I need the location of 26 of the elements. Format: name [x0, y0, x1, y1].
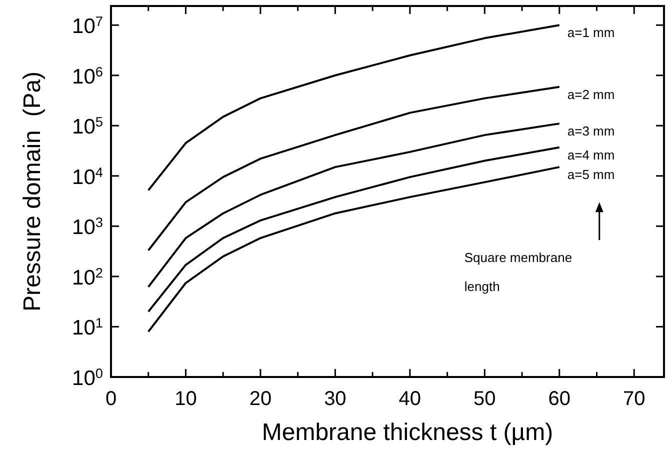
x-tick-label: 0	[105, 388, 117, 410]
x-axis-title: Membrane thickness t (µm)	[262, 419, 554, 446]
line-series	[147, 86, 560, 252]
y-tick-label: 10$^{6}$	[72, 64, 103, 88]
x-tick-label: 70	[622, 388, 646, 410]
y-tick-label: 10$^{7}$	[72, 14, 103, 38]
y-tick-label: 10$^{3}$	[72, 214, 103, 240]
y-tick-label: 10$^{1}$	[72, 315, 103, 340]
y-tick-label: 10$^{4}$	[72, 164, 104, 189]
annotation: Square membrane length	[464, 250, 572, 294]
series-label: a=4 mm	[567, 147, 615, 162]
x-tick-label: 20	[249, 388, 272, 410]
x-tick-label: 40	[398, 388, 422, 410]
y-tick-label: 10$^{2}$	[72, 264, 103, 290]
x-tick-label: 30	[324, 388, 346, 410]
line-series	[147, 24, 560, 192]
series-label: a=2 mm	[567, 86, 615, 102]
x-tick-label: 10	[174, 388, 197, 410]
y-axis-title: Pressure domain (Pa)	[19, 71, 46, 312]
x-tick-label: 50	[474, 388, 496, 410]
x-tick-label: 60	[548, 388, 571, 410]
y-tick-label: 10$^{5}$	[72, 114, 104, 139]
series-label: a=5 mm	[567, 167, 615, 182]
series-label: a=3 mm	[567, 124, 615, 139]
legend-label: a=1 mm	[567, 25, 615, 40]
y-tick-label: 10$^{0}$	[72, 366, 104, 390]
